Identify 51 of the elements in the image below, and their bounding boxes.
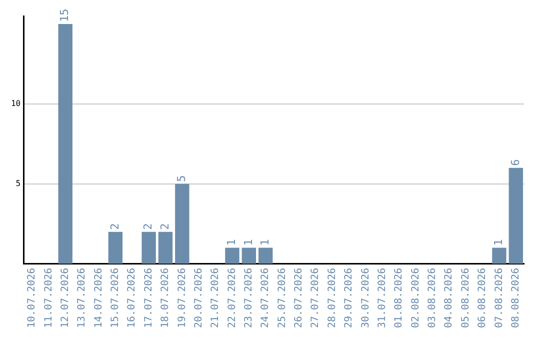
data-label: 6 bbox=[508, 159, 522, 166]
x-tick-label: 21.07.2026 bbox=[210, 268, 222, 328]
x-tick-label: 23.07.2026 bbox=[244, 268, 254, 328]
x-tick-label: 12.07.2026 bbox=[60, 268, 71, 328]
bar bbox=[158, 232, 173, 264]
bar bbox=[142, 232, 156, 264]
data-label: 2 bbox=[142, 223, 155, 230]
data-label: 1 bbox=[258, 239, 272, 246]
x-tick-label: 27.07.2026 bbox=[310, 268, 322, 328]
bar bbox=[225, 248, 240, 264]
x-tick-label: 20.07.2026 bbox=[193, 268, 204, 328]
data-label: 1 bbox=[225, 239, 238, 246]
bar bbox=[242, 248, 256, 264]
x-tick-label: 08.08.2026 bbox=[510, 268, 522, 328]
x-tick-label: 24.07.2026 bbox=[260, 268, 272, 328]
x-tick-label: 11.07.2026 bbox=[43, 268, 54, 328]
x-tick-label: 19.07.2026 bbox=[176, 268, 188, 328]
bar bbox=[58, 24, 72, 264]
bar bbox=[175, 184, 190, 264]
x-tick-label: 07.08.2026 bbox=[494, 268, 505, 328]
x-tick-label: 14.07.2026 bbox=[93, 268, 104, 328]
x-tick-label: 31.07.2026 bbox=[377, 268, 388, 328]
x-tick-label: 16.07.2026 bbox=[126, 268, 138, 328]
x-tick-label: 30.07.2026 bbox=[360, 268, 372, 328]
x-tick-label: 18.07.2026 bbox=[160, 268, 172, 328]
bar bbox=[108, 232, 123, 264]
x-tick-label: 10.07.2026 bbox=[26, 268, 38, 328]
data-label: 15 bbox=[58, 8, 72, 22]
data-label: 2 bbox=[158, 223, 172, 230]
bar bbox=[258, 248, 273, 264]
data-label: 2 bbox=[108, 223, 122, 230]
x-tick-label: 05.08.2026 bbox=[460, 268, 472, 328]
bar bbox=[492, 248, 506, 264]
data-label: 1 bbox=[242, 239, 255, 246]
data-label: 1 bbox=[492, 239, 506, 246]
x-tick-label: 02.08.2026 bbox=[410, 268, 422, 328]
x-tick-label: 22.07.2026 bbox=[226, 268, 238, 328]
data-label: 5 bbox=[175, 175, 188, 182]
x-tick-label: 04.08.2026 bbox=[444, 268, 455, 328]
y-tick-label: 10 bbox=[10, 99, 21, 108]
x-tick-label: 29.07.2026 bbox=[344, 268, 355, 328]
x-tick-label: 06.08.2026 bbox=[477, 268, 488, 328]
x-tick-label: 25.07.2026 bbox=[276, 268, 288, 328]
bar bbox=[508, 168, 523, 264]
x-tick-label: 13.07.2026 bbox=[76, 268, 88, 328]
x-tick-label: 28.07.2026 bbox=[326, 268, 338, 328]
x-tick-label: 01.08.2026 bbox=[394, 268, 405, 328]
x-tick-label: 15.07.2026 bbox=[110, 268, 122, 328]
x-tick-label: 17.07.2026 bbox=[143, 268, 154, 328]
x-tick-label: 03.08.2026 bbox=[427, 268, 438, 328]
x-tick-label: 26.07.2026 bbox=[294, 268, 305, 328]
